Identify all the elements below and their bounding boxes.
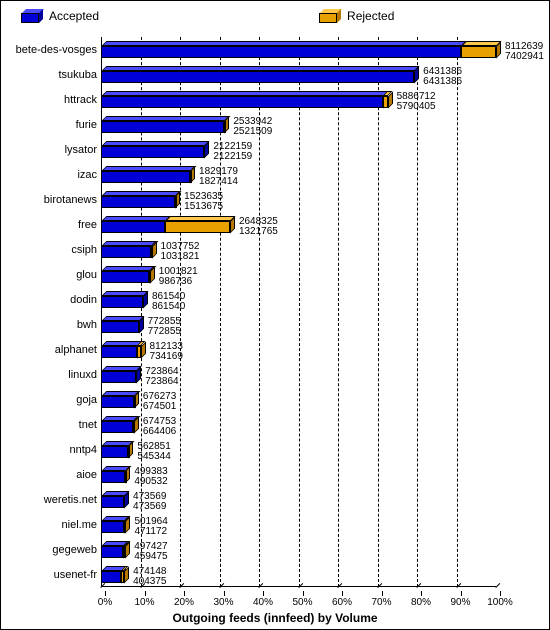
value-accepted: 545344 [137, 452, 170, 462]
category-label: goja [76, 394, 101, 406]
legend-item-rejected: Rejected [319, 9, 394, 23]
category-label: lysator [65, 144, 101, 156]
category-label: tnet [79, 419, 101, 431]
x-tick [303, 591, 304, 596]
x-tick-label: 50% [292, 597, 312, 608]
value-accepted: 2521509 [233, 127, 272, 137]
value-accepted: 1827414 [199, 177, 238, 187]
category-label: csiph [71, 244, 101, 256]
value-accepted: 772855 [148, 327, 181, 337]
chart-container: AcceptedRejected0%10%20%30%40%50%60%70%8… [0, 0, 550, 630]
x-tick [145, 591, 146, 596]
x-tick-label: 20% [174, 597, 194, 608]
value-accepted: 723864 [145, 377, 178, 387]
x-tick [263, 591, 264, 596]
x-tick-label: 90% [450, 597, 470, 608]
value-accepted: 471172 [134, 527, 167, 537]
category-label: usenet-fr [54, 569, 101, 581]
x-tick [184, 591, 185, 596]
gridline [338, 37, 339, 587]
x-tick-label: 40% [253, 597, 273, 608]
value-accepted: 1513675 [184, 202, 223, 212]
x-tick [500, 591, 501, 596]
category-label: bete-des-vosges [16, 44, 101, 56]
plot-area: 0%10%20%30%40%50%60%70%80%90%100%bete-de… [101, 37, 496, 587]
x-tick [105, 591, 106, 596]
category-label: httrack [64, 94, 101, 106]
value-accepted: 1031821 [161, 252, 200, 262]
x-tick-label: 60% [332, 597, 352, 608]
category-label: linuxd [68, 369, 101, 381]
x-tick-label: 0% [98, 597, 112, 608]
x-tick [421, 591, 422, 596]
x-tick [461, 591, 462, 596]
category-label: weretis.net [44, 494, 101, 506]
value-accepted: 861540 [152, 302, 185, 312]
value-accepted: 7402941 [505, 52, 544, 62]
category-label: izac [77, 169, 101, 181]
axis-title: Outgoing feeds (innfeed) by Volume [172, 611, 377, 625]
gridline [457, 37, 458, 587]
legend-swatch [319, 9, 341, 23]
legend-label: Rejected [347, 9, 394, 23]
legend-item-accepted: Accepted [21, 9, 99, 23]
value-accepted: 490532 [134, 477, 167, 487]
x-tick [224, 591, 225, 596]
value-accepted: 2122159 [213, 152, 252, 162]
value-accepted: 664406 [143, 427, 176, 437]
category-label: aioe [76, 469, 101, 481]
gridline [417, 37, 418, 587]
gridline [299, 37, 300, 587]
value-accepted: 404375 [133, 577, 166, 587]
category-label: furie [76, 119, 101, 131]
value-accepted: 459475 [134, 552, 167, 562]
value-accepted: 6431386 [423, 77, 462, 87]
category-label: alphanet [55, 344, 101, 356]
category-label: bwh [77, 319, 101, 331]
x-tick [342, 591, 343, 596]
x-tick-label: 70% [371, 597, 391, 608]
value-accepted: 473569 [133, 502, 166, 512]
category-label: birotanews [44, 194, 101, 206]
category-label: tsukuba [58, 69, 101, 81]
category-label: dodin [70, 294, 101, 306]
legend-swatch [21, 9, 43, 23]
x-tick [382, 591, 383, 596]
x-tick-label: 100% [487, 597, 513, 608]
legend-label: Accepted [49, 9, 99, 23]
x-tick-label: 10% [134, 597, 154, 608]
value-accepted: 734169 [150, 352, 183, 362]
category-label: free [78, 219, 101, 231]
value-accepted: 5790405 [397, 102, 436, 112]
category-label: nntp4 [69, 444, 101, 456]
x-tick-label: 80% [411, 597, 431, 608]
x-tick-3d [495, 583, 500, 588]
value-accepted: 1321765 [239, 227, 278, 237]
x-tick-label: 30% [213, 597, 233, 608]
category-label: glou [76, 269, 101, 281]
value-accepted: 986736 [159, 277, 192, 287]
category-label: niel.me [62, 519, 101, 531]
legend: Accepted Rejected [21, 9, 394, 23]
gridline [378, 37, 379, 587]
value-accepted: 674501 [143, 402, 176, 412]
category-label: gegeweb [52, 544, 101, 556]
